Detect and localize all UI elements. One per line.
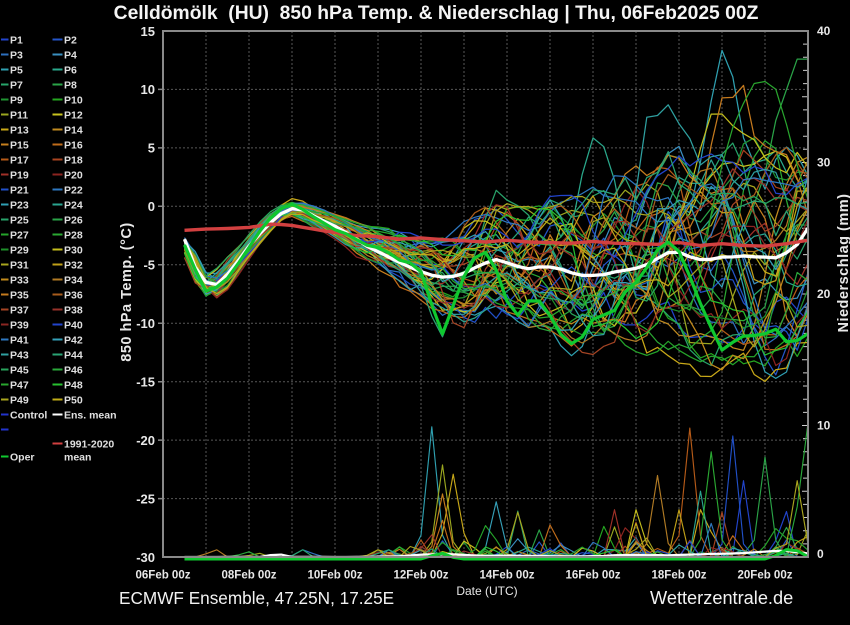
svg-text:-5: -5 xyxy=(143,258,155,273)
svg-text:20: 20 xyxy=(817,287,831,301)
svg-text:P43: P43 xyxy=(10,350,29,362)
svg-text:10: 10 xyxy=(817,419,831,433)
svg-text:-10: -10 xyxy=(136,316,155,331)
svg-text:P35: P35 xyxy=(10,290,29,302)
svg-text:P17: P17 xyxy=(10,155,29,167)
svg-text:ECMWF Ensemble, 47.25N, 17.25E: ECMWF Ensemble, 47.25N, 17.25E xyxy=(119,588,394,608)
svg-text:P11: P11 xyxy=(10,110,28,122)
svg-text:P4: P4 xyxy=(64,50,77,62)
svg-text:-25: -25 xyxy=(136,491,155,506)
svg-text:P20: P20 xyxy=(64,170,83,182)
svg-text:850 hPa Temp. (°C): 850 hPa Temp. (°C) xyxy=(119,222,135,361)
svg-text:5: 5 xyxy=(148,141,155,156)
svg-text:P31: P31 xyxy=(10,260,29,272)
svg-text:18Feb 00z: 18Feb 00z xyxy=(652,570,707,582)
svg-text:P48: P48 xyxy=(64,380,83,392)
svg-text:P1: P1 xyxy=(10,35,23,47)
svg-text:20Feb 00z: 20Feb 00z xyxy=(738,570,793,582)
svg-text:P27: P27 xyxy=(10,230,29,242)
svg-text:Oper: Oper xyxy=(10,452,35,464)
svg-text:P8: P8 xyxy=(64,80,77,92)
svg-text:P29: P29 xyxy=(10,245,29,257)
svg-text:P49: P49 xyxy=(10,395,29,407)
svg-text:P15: P15 xyxy=(10,140,29,152)
svg-text:-30: -30 xyxy=(136,550,155,565)
svg-text:P24: P24 xyxy=(64,200,83,212)
svg-text:P50: P50 xyxy=(64,395,83,407)
svg-text:06Feb 00z: 06Feb 00z xyxy=(136,570,191,582)
svg-text:P46: P46 xyxy=(64,365,83,377)
svg-text:P19: P19 xyxy=(10,170,29,182)
svg-text:P9: P9 xyxy=(10,95,23,107)
svg-text:P41: P41 xyxy=(10,335,29,347)
svg-text:P44: P44 xyxy=(64,350,83,362)
svg-text:0: 0 xyxy=(817,547,824,561)
svg-text:-15: -15 xyxy=(136,375,155,390)
svg-text:P42: P42 xyxy=(64,335,83,347)
svg-text:P21: P21 xyxy=(10,185,29,197)
svg-text:P40: P40 xyxy=(64,320,83,332)
svg-text:P39: P39 xyxy=(10,320,29,332)
svg-text:15: 15 xyxy=(141,24,155,39)
svg-text:40: 40 xyxy=(817,24,831,38)
svg-text:P36: P36 xyxy=(64,290,83,302)
svg-text:30: 30 xyxy=(817,156,831,170)
svg-text:P13: P13 xyxy=(10,125,29,137)
svg-text:Date (UTC): Date (UTC) xyxy=(456,584,517,598)
svg-text:0: 0 xyxy=(148,199,155,214)
svg-text:P25: P25 xyxy=(10,215,29,227)
svg-text:P30: P30 xyxy=(64,245,83,257)
svg-text:P37: P37 xyxy=(10,305,29,317)
svg-text:P5: P5 xyxy=(10,65,23,77)
svg-text:mean: mean xyxy=(64,452,91,464)
svg-text:16Feb 00z: 16Feb 00z xyxy=(566,570,621,582)
svg-text:P23: P23 xyxy=(10,200,29,212)
svg-text:P47: P47 xyxy=(10,380,29,392)
svg-text:Celldömölk (HU) 850 hPa Temp: Celldömölk (HU) 850 hPa Temp. & Niedersc… xyxy=(114,3,759,24)
svg-text:P16: P16 xyxy=(64,140,83,152)
svg-text:P7: P7 xyxy=(10,80,23,92)
svg-text:P33: P33 xyxy=(10,275,29,287)
svg-text:Control: Control xyxy=(10,410,47,422)
svg-text:P14: P14 xyxy=(64,125,83,137)
svg-text:P26: P26 xyxy=(64,215,83,227)
svg-text:14Feb 00z: 14Feb 00z xyxy=(480,570,535,582)
svg-text:P2: P2 xyxy=(64,35,77,47)
svg-text:P3: P3 xyxy=(10,50,23,62)
svg-text:Wetterzentrale.de: Wetterzentrale.de xyxy=(650,588,793,608)
svg-text:10Feb 00z: 10Feb 00z xyxy=(308,570,363,582)
svg-text:P28: P28 xyxy=(64,230,83,242)
svg-text:1991-2020: 1991-2020 xyxy=(64,439,114,451)
svg-text:10: 10 xyxy=(141,82,155,97)
svg-text:08Feb 00z: 08Feb 00z xyxy=(222,570,277,582)
svg-text:P12: P12 xyxy=(64,110,83,122)
svg-text:Niederschlag (mm): Niederschlag (mm) xyxy=(836,193,850,332)
svg-text:-20: -20 xyxy=(136,433,155,448)
svg-text:12Feb 00z: 12Feb 00z xyxy=(394,570,449,582)
svg-text:Ens. mean: Ens. mean xyxy=(64,410,117,422)
svg-text:P22: P22 xyxy=(64,185,83,197)
svg-text:P10: P10 xyxy=(64,95,83,107)
svg-text:P18: P18 xyxy=(64,155,83,167)
svg-text:P45: P45 xyxy=(10,365,29,377)
svg-text:P38: P38 xyxy=(64,305,83,317)
svg-text:P34: P34 xyxy=(64,275,83,287)
svg-text:P32: P32 xyxy=(64,260,83,272)
svg-text:P6: P6 xyxy=(64,65,77,77)
